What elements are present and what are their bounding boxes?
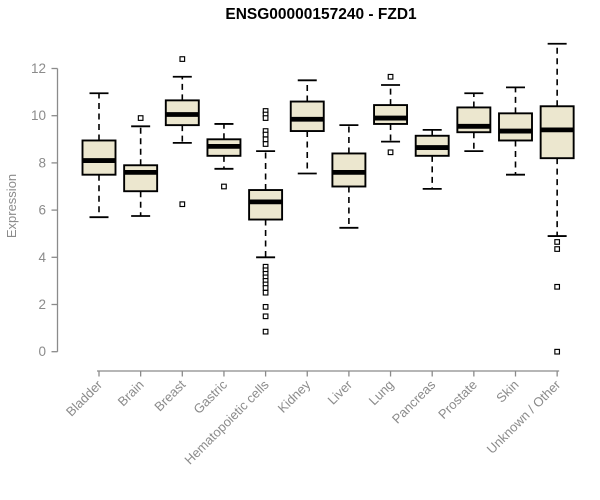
x-tick-label-liver: Liver	[324, 377, 355, 408]
boxplot-gastric	[206, 123, 242, 190]
chart-title: ENSG00000157240 - FZD1	[225, 6, 417, 23]
outlier-point	[262, 141, 269, 147]
y-tick-label-4: 4	[38, 250, 46, 265]
boxplot-bladder	[81, 92, 117, 219]
boxplot-breast	[164, 56, 200, 208]
y-tick-label-6: 6	[38, 203, 46, 218]
boxplot-pancreas	[414, 128, 450, 190]
boxplot-hematopoietic-cells	[248, 108, 284, 335]
iqr-box	[289, 100, 325, 132]
x-tick-label-gastric: Gastric	[190, 377, 230, 417]
outlier-point	[554, 283, 561, 290]
x-tick-label-unknown-other: Unknown / Other	[484, 377, 564, 457]
boxplot-liver	[331, 124, 367, 229]
x-tick-label-prostate: Prostate	[435, 377, 480, 422]
outlier-point	[262, 131, 269, 138]
iqr-box	[498, 112, 533, 142]
outlier-point	[554, 239, 561, 245]
y-tick-label-2: 2	[38, 297, 46, 312]
outlier-point	[387, 73, 394, 80]
x-tick-label-pancreas: Pancreas	[389, 377, 439, 427]
outlier-point	[262, 285, 269, 291]
outlier-point	[262, 289, 269, 296]
x-tick-label-kidney: Kidney	[275, 377, 314, 416]
x-tick-label-brain: Brain	[115, 377, 147, 409]
iqr-box	[81, 139, 117, 176]
outlier-point	[137, 115, 144, 121]
boxes-layer	[81, 42, 575, 355]
boxplot-kidney	[289, 79, 325, 175]
boxplot-prostate	[456, 92, 492, 153]
outlier-point	[179, 56, 186, 62]
boxplot-brain	[123, 115, 159, 217]
boxplot-lung	[373, 73, 408, 156]
iqr-box	[123, 164, 159, 193]
outlier-point	[262, 313, 269, 320]
x-tick-label-breast: Breast	[151, 377, 188, 414]
y-axis-label: Expression	[4, 174, 19, 238]
outlier-point	[554, 348, 561, 355]
y-tick-label-8: 8	[38, 155, 46, 170]
outlier-point	[221, 183, 227, 190]
outlier-point	[554, 246, 561, 252]
iqr-box	[373, 104, 408, 125]
x-tick-label-lung: Lung	[366, 377, 397, 408]
boxplot-unknown-other	[539, 42, 575, 355]
outlier-point	[387, 149, 394, 156]
x-tick-label-bladder: Bladder	[63, 377, 106, 420]
y-tick-label-0: 0	[38, 344, 46, 359]
y-tick-label-12: 12	[31, 61, 46, 76]
outlier-point	[262, 136, 269, 143]
outlier-point	[179, 201, 186, 208]
boxplot-skin	[498, 86, 533, 176]
outlier-point	[262, 328, 269, 335]
iqr-box	[248, 189, 284, 221]
outlier-point	[262, 115, 269, 121]
y-tick-label-10: 10	[31, 108, 46, 123]
x-tick-label-skin: Skin	[493, 377, 521, 405]
outlier-point	[262, 303, 269, 310]
